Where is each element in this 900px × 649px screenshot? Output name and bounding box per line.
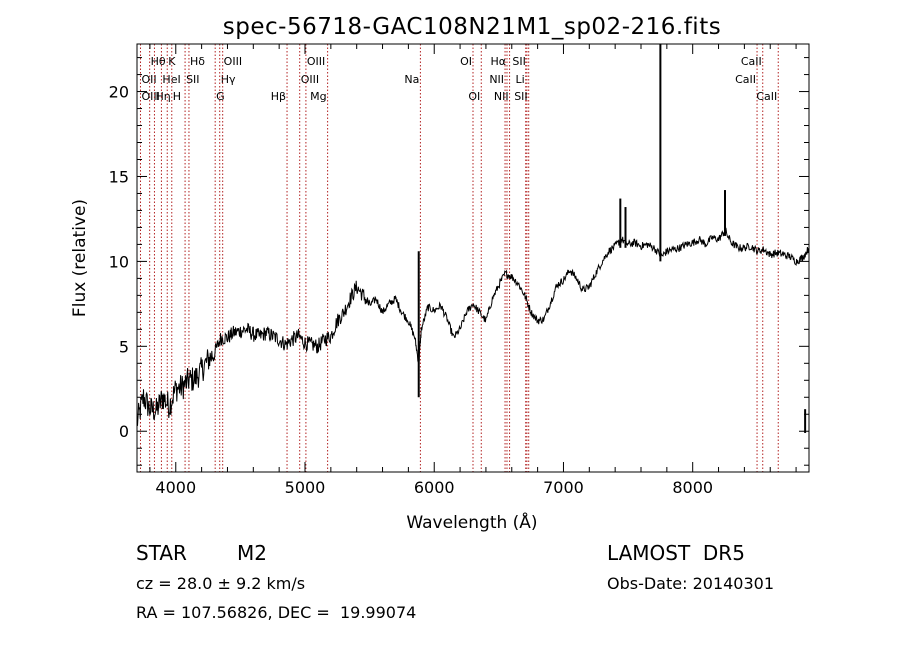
y-axis-ticks: 0 5 10 15 20 — [109, 57, 809, 466]
line-marker-label: Hβ — [271, 90, 286, 103]
x-tick-label: 8000 — [672, 478, 713, 497]
emission-line-markers: HθOIIOIIIHηHeIKHSIIHδGHγOIIIHβOIIIOIIIMg… — [139, 44, 779, 472]
x-tick-label: 7000 — [543, 478, 584, 497]
line-marker-label: OI — [460, 55, 472, 68]
line-marker-label: NII — [489, 73, 504, 86]
plot-frame — [136, 43, 810, 473]
spectrum-line — [136, 227, 810, 426]
y-tick-label: 20 — [109, 83, 129, 102]
survey-name: LAMOST DR5 — [607, 541, 745, 565]
line-marker-label: Hα — [490, 55, 506, 68]
y-tick-label: 10 — [109, 252, 129, 271]
x-axis-label: Wavelength (Å) — [406, 511, 537, 533]
line-marker-label: Hθ — [151, 55, 166, 68]
line-marker-label: CaII — [735, 73, 756, 86]
chart-title: spec-56718-GAC108N21M1_sp02-216.fits — [223, 14, 721, 40]
x-tick-label: 5000 — [285, 478, 326, 497]
line-marker-label: H — [173, 90, 181, 103]
line-marker-label: Na — [404, 73, 419, 86]
line-marker-label: Mg — [310, 90, 326, 103]
redshift-velocity: cz = 28.0 ± 9.2 km/s — [136, 574, 306, 593]
line-marker-label: SII — [186, 73, 199, 86]
line-marker-label: OIII — [224, 55, 242, 68]
line-marker-label: SII — [514, 90, 527, 103]
line-marker-label: OI — [468, 90, 480, 103]
object-subclass: M2 — [237, 541, 267, 565]
x-tick-label: 6000 — [414, 478, 455, 497]
y-axis-label: Flux (relative) — [70, 199, 90, 317]
line-marker-label: Hγ — [221, 73, 236, 86]
x-tick-label: 4000 — [155, 478, 196, 497]
line-marker-label: SII — [512, 55, 525, 68]
line-marker-label: OIII — [141, 90, 159, 103]
spectrum-series — [136, 44, 810, 433]
x-axis-ticks: 4000 5000 6000 7000 8000 — [149, 44, 797, 497]
line-marker-label: Hη — [155, 90, 170, 103]
line-marker-label: CaII — [741, 55, 762, 68]
line-marker-label: OII — [141, 73, 156, 86]
y-tick-label: 5 — [119, 337, 129, 356]
observation-date: Obs-Date: 20140301 — [607, 574, 775, 593]
line-marker-label: OIII — [307, 55, 325, 68]
line-marker-label: OIII — [301, 73, 319, 86]
line-marker-label: Hδ — [190, 55, 205, 68]
y-tick-label: 0 — [119, 422, 129, 441]
line-marker-label: NII — [494, 90, 509, 103]
line-marker-label: CaII — [756, 90, 777, 103]
y-tick-label: 15 — [109, 167, 129, 186]
line-marker-label: G — [216, 90, 225, 103]
object-class: STAR — [136, 541, 187, 565]
line-marker-label: Li — [516, 73, 525, 86]
sky-coordinates: RA = 107.56826, DEC = 19.99074 — [136, 603, 417, 622]
